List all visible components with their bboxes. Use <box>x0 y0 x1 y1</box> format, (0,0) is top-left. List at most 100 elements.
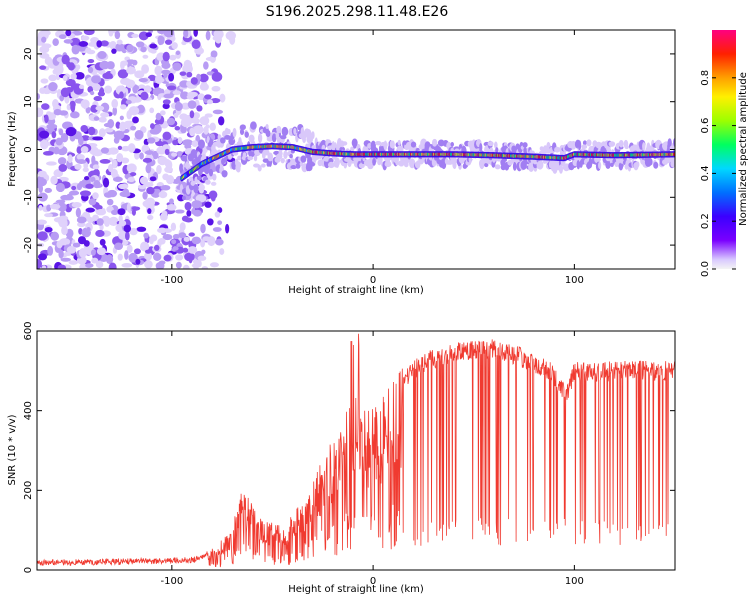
ridge-halo <box>653 161 659 169</box>
noise-blob <box>90 176 96 183</box>
noise-blob <box>158 237 166 245</box>
noise-blob <box>70 111 80 119</box>
noise-blob <box>171 42 178 50</box>
ridge-halo <box>198 139 205 149</box>
noise-blob <box>78 84 85 90</box>
noise-blob <box>44 187 53 193</box>
noise-blob <box>92 192 99 200</box>
noise-blob <box>93 180 101 189</box>
noise-blob <box>158 191 168 199</box>
noise-blob <box>186 94 195 100</box>
noise-blob <box>142 191 148 200</box>
noise-blob <box>156 164 162 175</box>
noise-blob <box>184 201 192 211</box>
noise-blob <box>37 93 41 100</box>
noise-blob <box>150 49 157 54</box>
ridge-halo <box>494 164 501 170</box>
ridge-halo <box>410 141 417 148</box>
ridge-halo <box>565 163 569 171</box>
ridge-halo <box>610 162 614 167</box>
ridge-halo <box>325 139 330 144</box>
noise-blob <box>72 242 81 248</box>
noise-blob <box>143 232 149 239</box>
noise-blob <box>37 177 47 187</box>
noise-blob <box>88 198 97 206</box>
ridge-halo <box>279 135 287 140</box>
noise-blob <box>55 182 65 193</box>
noise-blob <box>154 65 163 76</box>
noise-blob <box>111 48 117 54</box>
y-tick-label: 0 <box>23 146 34 152</box>
noise-blob <box>42 150 54 156</box>
noise-blob <box>85 183 94 189</box>
ridge-halo <box>262 158 270 163</box>
noise-blob <box>211 71 223 82</box>
ridge-halo <box>308 161 316 167</box>
noise-blob <box>87 66 94 74</box>
noise-blob <box>115 43 125 52</box>
ridge-halo <box>431 138 438 147</box>
ridge-halo <box>633 162 640 168</box>
noise-blob <box>56 240 63 249</box>
noise-blob <box>163 93 174 99</box>
noise-blob <box>193 30 198 37</box>
noise-blob <box>95 105 105 111</box>
noise-blob <box>37 107 44 118</box>
noise-blob <box>199 83 209 91</box>
ridge-halo <box>512 161 517 171</box>
ridge-halo <box>221 170 228 178</box>
noise-blob <box>120 61 125 70</box>
ridge-halo <box>267 152 274 162</box>
noise-blob <box>71 44 80 55</box>
y-tick-label: 200 <box>23 481 34 500</box>
noise-blob <box>96 218 104 226</box>
noise-blob <box>60 257 71 262</box>
noise-blob <box>100 40 109 47</box>
noise-blob <box>169 54 177 61</box>
noise-blob <box>219 93 226 103</box>
noise-blob <box>183 236 190 242</box>
ridge-halo <box>548 160 553 169</box>
noise-blob <box>44 213 53 218</box>
noise-blob <box>58 249 64 259</box>
noise-blob <box>125 59 136 65</box>
ridge-halo <box>311 131 315 140</box>
noise-blob <box>166 204 177 211</box>
noise-blob <box>71 202 82 208</box>
noise-blob <box>58 128 64 136</box>
noise-blob <box>92 149 104 157</box>
ridge-halo <box>350 146 355 152</box>
ridge-halo <box>239 124 246 131</box>
noise-blob <box>207 99 213 105</box>
noise-blob <box>44 114 49 124</box>
ridge-halo <box>238 136 242 146</box>
noise-blob <box>124 120 135 126</box>
noise-blob <box>68 260 78 265</box>
ridge-halo <box>278 150 283 157</box>
noise-blob <box>204 113 213 118</box>
noise-blob <box>70 37 81 48</box>
noise-blob <box>127 143 136 153</box>
noise-blob <box>83 30 95 36</box>
noise-blob <box>162 51 170 62</box>
noise-blob <box>155 112 162 121</box>
noise-blob <box>147 214 154 221</box>
ridge-halo <box>226 128 231 135</box>
ridge-halo <box>351 138 358 148</box>
ridge-halo <box>341 141 348 146</box>
ridge-halo <box>605 159 611 169</box>
noise-blob <box>172 62 182 71</box>
noise-blob <box>144 150 154 155</box>
noise-blob <box>99 238 106 246</box>
noise-blob <box>144 251 153 261</box>
noise-blob <box>138 78 148 83</box>
noise-blob <box>81 35 90 41</box>
ridge-halo <box>257 165 262 172</box>
noise-blob <box>131 208 136 216</box>
noise-blob <box>164 39 173 45</box>
ridge-halo <box>204 179 211 185</box>
noise-blob <box>57 64 64 75</box>
noise-blob <box>157 30 166 35</box>
noise-blob <box>102 72 113 80</box>
